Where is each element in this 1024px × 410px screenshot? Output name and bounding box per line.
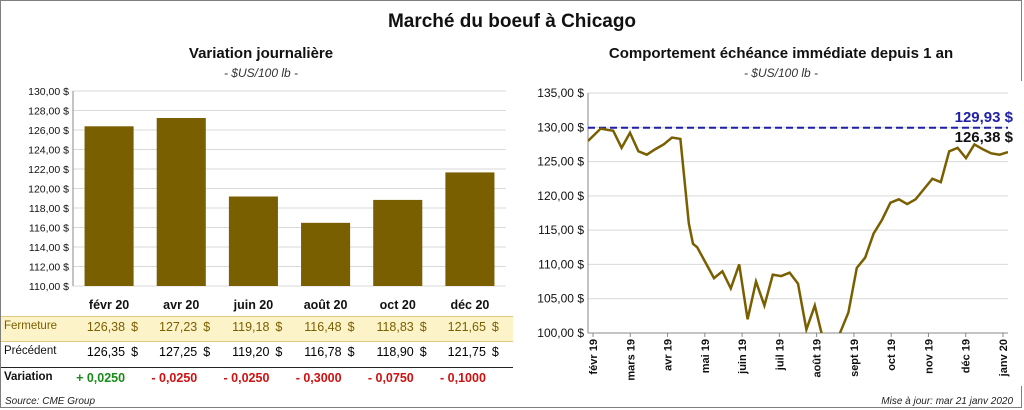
line-x-tick-label: juil 19 <box>774 339 786 371</box>
bar <box>445 172 495 286</box>
table-cell: 121,75 <box>447 345 486 359</box>
line-y-tick-label: 125,00 $ <box>537 155 584 169</box>
table-row-label: Variation <box>4 371 53 383</box>
table-cell: 127,25 <box>159 345 198 359</box>
last-annotation: 126,38 $ <box>955 129 1014 146</box>
table-cell-currency: $ <box>419 345 427 359</box>
bar-y-tick-label: 112,00 $ <box>29 262 69 274</box>
left-chart-unit: - $US/100 lb - <box>223 66 299 80</box>
table-row-label: Fermeture <box>4 320 58 332</box>
source-note: Source: CME Group <box>5 396 96 407</box>
bar-x-tick-label: oct 20 <box>380 298 416 312</box>
table-cell: 119,20 <box>232 345 270 359</box>
bar-x-tick-label: avr 20 <box>163 298 199 312</box>
bar-chart: 110,00 $ 112,00 $ 114,00 $ 116,00 $ 118,00 $… <box>1 81 513 316</box>
bar <box>156 118 206 286</box>
bar-y-tick-label: 116,00 $ <box>29 223 69 235</box>
table-cell: - 0,3000 <box>295 371 342 385</box>
table-cell-currency: $ <box>131 320 139 334</box>
table-cell: 121,65 <box>447 320 486 334</box>
table-cell-currency: $ <box>203 320 211 334</box>
table-cell: - 0,0250 <box>223 371 270 385</box>
table-cell: 116,48 <box>304 320 342 334</box>
table-cell: 116,78 <box>304 345 342 359</box>
table-cell: 127,23 <box>159 320 198 334</box>
table-cell-currency: $ <box>203 345 211 359</box>
right-chart-title: Comportement échéance immédiate depuis 1… <box>608 45 954 62</box>
left-chart-title: Variation journalière <box>188 45 334 62</box>
price-line <box>588 127 1008 333</box>
line-x-tick-label: juin 19 <box>737 339 749 375</box>
bar-y-tick-label: 120,00 $ <box>28 184 69 196</box>
line-x-tick-label: nov 19 <box>923 339 935 374</box>
table-cell-currency: $ <box>491 320 499 334</box>
bar-y-tick-label: 124,00 $ <box>28 145 69 157</box>
prices-table: Fermeture 126,38 $127,23 $119,18 $116,48 $118… <box>1 315 513 395</box>
table-cell-currency: $ <box>491 345 499 359</box>
table-cell-currency: $ <box>275 320 283 334</box>
bar <box>373 199 423 286</box>
right-chart-unit: - $US/100 lb - <box>743 66 819 80</box>
bar-y-tick-label: 128,00 $ <box>28 106 69 118</box>
line-chart: 100,00 $ 105,00 $ 110,00 $ 115,00 $ 120,00 $… <box>513 81 1023 386</box>
close-row-background <box>1 316 513 342</box>
table-cell-currency: $ <box>347 320 355 334</box>
line-y-tick-label: 110,00 $ <box>538 257 584 271</box>
bar-x-tick-label: déc 20 <box>450 298 489 312</box>
line-x-tick-label: févr 19 <box>588 339 600 374</box>
bar-x-tick-label: juin 20 <box>233 298 274 312</box>
line-x-tick-label: août 19 <box>812 339 824 378</box>
table-cell: 118,83 <box>376 320 414 334</box>
bar-y-tick-label: 110,00 $ <box>29 281 69 293</box>
bar-y-tick-label: 122,00 $ <box>28 164 69 176</box>
table-cell: - 0,1000 <box>440 371 486 385</box>
line-x-tick-label: janv 20 <box>998 339 1010 377</box>
table-cell-currency: $ <box>275 345 283 359</box>
line-x-tick-label: déc 19 <box>961 339 973 373</box>
bar-x-tick-label: févr 20 <box>89 298 129 312</box>
bar <box>84 126 134 286</box>
bar-y-tick-label: 118,00 $ <box>29 203 69 215</box>
table-cell: - 0,0750 <box>367 371 414 385</box>
table-cell: 119,18 <box>232 320 270 334</box>
bar-y-tick-label: 114,00 $ <box>29 242 69 254</box>
line-x-tick-label: mai 19 <box>700 339 712 373</box>
table-cell: 118,90 <box>376 345 414 359</box>
table-cell-currency: $ <box>347 345 355 359</box>
bar <box>228 196 278 286</box>
bar-y-tick-label: 126,00 $ <box>28 125 69 137</box>
row-separator <box>1 367 513 368</box>
table-row-label: Précédent <box>4 345 57 357</box>
update-note: Mise à jour: mar 21 janv 2020 <box>881 396 1013 407</box>
line-y-tick-label: 135,00 $ <box>537 86 584 100</box>
table-cell-currency: $ <box>419 320 427 334</box>
line-y-tick-label: 120,00 $ <box>537 189 584 203</box>
table-cell: 126,38 <box>86 320 126 334</box>
table-cell-currency: $ <box>131 345 139 359</box>
line-y-tick-label: 115,00 $ <box>538 223 584 237</box>
high-annotation: 129,93 $ <box>955 109 1014 126</box>
table-cell: - 0,0250 <box>151 371 198 385</box>
main-title: Marché du boeuf à Chicago <box>387 11 637 32</box>
line-x-tick-label: avr 19 <box>663 339 675 371</box>
line-y-tick-label: 105,00 $ <box>537 292 584 306</box>
bar-x-tick-label: août 20 <box>304 298 348 312</box>
line-y-tick-label: 100,00 $ <box>537 326 584 340</box>
line-x-tick-label: mars 19 <box>625 339 637 381</box>
line-y-tick-label: 130,00 $ <box>537 120 584 134</box>
table-cell: + 0,0250 <box>76 371 126 385</box>
line-x-tick-label: oct 19 <box>886 339 898 371</box>
line-x-tick-label: sept 19 <box>849 339 861 377</box>
bar-y-tick-label: 130,00 $ <box>28 86 69 98</box>
table-cell: 126,35 <box>86 345 126 359</box>
bar <box>301 222 351 286</box>
